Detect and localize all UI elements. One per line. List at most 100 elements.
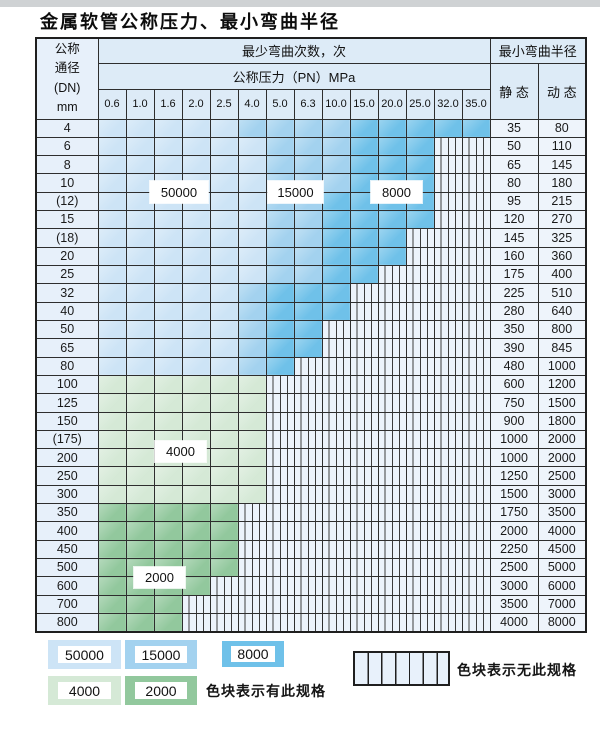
spec-cell xyxy=(265,264,295,285)
spec-cell xyxy=(237,484,267,505)
spec-cell xyxy=(125,503,155,523)
dn-cell: 300 xyxy=(35,484,99,505)
spec-cell xyxy=(349,210,379,230)
no-spec-cell xyxy=(321,319,351,340)
spec-cell xyxy=(293,264,323,285)
no-spec-cell xyxy=(377,429,407,450)
no-spec-cell xyxy=(405,429,435,450)
no-spec-cell xyxy=(405,503,435,523)
no-spec-cell xyxy=(265,484,295,505)
spec-cell xyxy=(97,594,127,614)
spec-table-area: 公称 通径 (DN) mm 最少弯曲次数，次 最小弯曲半径 公称压力（PN）MP… xyxy=(35,37,588,633)
spec-cell xyxy=(181,466,211,486)
static-radius-cell: 1000 xyxy=(489,448,539,468)
no-spec-cell xyxy=(377,393,407,413)
spec-cell xyxy=(293,210,323,230)
spec-cell xyxy=(349,118,379,138)
spec-cell xyxy=(125,429,155,450)
table-row: 350 1750 3500 xyxy=(35,503,587,523)
dn-cell: (12) xyxy=(35,191,99,212)
no-spec-cell xyxy=(461,173,491,193)
spec-cell xyxy=(181,228,211,248)
legend-no-spec-swatch xyxy=(353,651,450,686)
no-spec-cell xyxy=(321,374,351,395)
no-spec-cell xyxy=(293,393,323,413)
spec-cell xyxy=(181,521,211,541)
no-spec-cell xyxy=(377,612,407,633)
static-radius-cell: 480 xyxy=(489,356,539,376)
table-row: 125 750 1500 xyxy=(35,393,587,413)
legend-no-spec-text: 色块表示无此规格 xyxy=(457,662,577,678)
no-spec-cell xyxy=(405,612,435,633)
no-spec-cell xyxy=(237,503,267,523)
spec-cell xyxy=(265,301,295,321)
no-spec-cell xyxy=(237,539,267,560)
spec-cell xyxy=(349,228,379,248)
table-row: 700 3500 7000 xyxy=(35,594,587,614)
no-spec-cell xyxy=(461,356,491,376)
spec-cell xyxy=(209,429,239,450)
spec-cell xyxy=(321,246,351,267)
table-row: 150 900 1800 xyxy=(35,411,587,431)
no-spec-cell xyxy=(293,484,323,505)
spec-cell xyxy=(209,264,239,285)
no-spec-cell xyxy=(433,448,463,468)
dn-cell: 350 xyxy=(35,503,99,523)
pressure-tick: 10.0 xyxy=(321,88,351,120)
no-spec-cell xyxy=(461,246,491,267)
spec-cell xyxy=(293,301,323,321)
spec-cell xyxy=(209,374,239,395)
dynamic-radius-cell: 270 xyxy=(537,210,587,230)
no-spec-cell xyxy=(265,411,295,431)
no-spec-cell xyxy=(377,521,407,541)
spec-cell xyxy=(153,393,183,413)
dn-header-line: 公称 xyxy=(54,42,80,56)
dynamic-radius-cell: 1000 xyxy=(537,356,587,376)
dn-cell: 400 xyxy=(35,521,99,541)
spec-cell xyxy=(265,246,295,267)
no-spec-cell xyxy=(349,503,379,523)
spec-cell xyxy=(125,210,155,230)
no-spec-cell xyxy=(405,264,435,285)
no-spec-cell xyxy=(461,283,491,303)
no-spec-cell xyxy=(433,466,463,486)
table-row: 600 3000 6000 xyxy=(35,576,587,596)
spec-cell xyxy=(321,264,351,285)
no-spec-cell xyxy=(433,429,463,450)
no-spec-cell xyxy=(461,429,491,450)
no-spec-cell xyxy=(349,283,379,303)
dn-cell: 4 xyxy=(35,118,99,138)
dynamic-radius-cell: 400 xyxy=(537,264,587,285)
spec-cell xyxy=(97,338,127,358)
spec-cell xyxy=(181,576,211,596)
spec-cell xyxy=(125,228,155,248)
spec-cell xyxy=(265,155,295,175)
no-spec-cell xyxy=(349,557,379,578)
spec-cell xyxy=(97,136,127,157)
no-spec-cell xyxy=(265,521,295,541)
spec-table: 公称 通径 (DN) mm 最少弯曲次数，次 最小弯曲半径 公称压力（PN）MP… xyxy=(35,37,588,633)
spec-cell xyxy=(405,210,435,230)
spec-cell xyxy=(153,594,183,614)
no-spec-cell xyxy=(265,466,295,486)
spec-cell xyxy=(377,228,407,248)
spec-cell xyxy=(237,283,267,303)
spec-cell xyxy=(209,539,239,560)
no-spec-cell xyxy=(405,411,435,431)
spec-cell xyxy=(181,503,211,523)
no-spec-cell xyxy=(405,283,435,303)
no-spec-cell xyxy=(461,411,491,431)
no-spec-cell xyxy=(293,612,323,633)
spec-cell xyxy=(181,319,211,340)
spec-cell xyxy=(265,118,295,138)
spec-cell xyxy=(405,118,435,138)
table-row: 40 280 640 xyxy=(35,301,587,321)
spec-cell xyxy=(153,612,183,633)
no-spec-cell xyxy=(293,466,323,486)
static-radius-cell: 280 xyxy=(489,301,539,321)
dn-cell: 80 xyxy=(35,356,99,376)
no-spec-cell xyxy=(321,594,351,614)
no-spec-cell xyxy=(293,521,323,541)
spec-cell xyxy=(181,393,211,413)
spec-cell xyxy=(97,301,127,321)
